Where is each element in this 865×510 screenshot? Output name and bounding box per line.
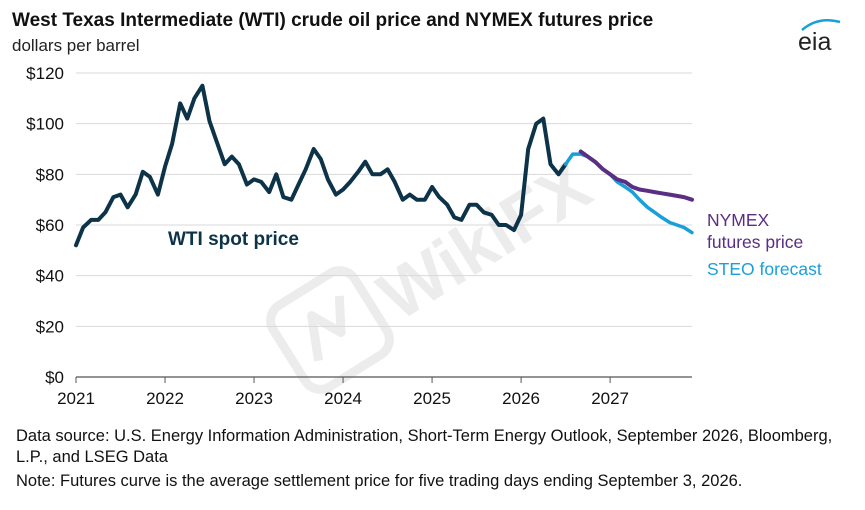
x-axis-ticks: 2021 2022 2023 2024 2025 2026 2027 [57, 377, 629, 408]
x-tick-label: 2026 [502, 389, 540, 408]
footer-source: Data source: U.S. Energy Information Adm… [16, 427, 833, 466]
line-chart: WikiFX $0$20$40$60$80$100$120 2021 2022 20… [26, 64, 822, 408]
footer-note: Note: Futures curve is the average settl… [16, 472, 743, 490]
watermark: WikiFX [266, 146, 604, 394]
chart-subtitle: dollars per barrel [12, 36, 140, 55]
x-tick-label: 2025 [413, 389, 451, 408]
eia-logo: eia [798, 19, 841, 54]
y-tick-label: $20 [36, 317, 64, 336]
x-tick-label: 2023 [235, 389, 273, 408]
wti-series-label: WTI spot price [168, 229, 299, 250]
chart-title: West Texas Intermediate (WTI) crude oil … [12, 10, 654, 31]
y-tick-label: $0 [45, 368, 64, 387]
y-tick-label: $60 [36, 216, 64, 235]
series-lines [74, 83, 694, 248]
wti-spot-line [74, 83, 568, 248]
y-tick-label: $80 [36, 165, 64, 184]
y-tick-label: $120 [26, 64, 64, 83]
x-tick-label: 2027 [591, 389, 629, 408]
nymex-series-label-line1: NYMEX [707, 210, 770, 230]
x-tick-label: 2024 [324, 389, 362, 408]
nymex-series-label-line2: futures price [707, 232, 803, 252]
watermark-group: WikiFX [266, 146, 604, 394]
nymex-futures-line [578, 149, 694, 202]
y-tick-label: $100 [26, 115, 64, 134]
grid-lines [76, 72, 692, 327]
y-tick-label: $40 [36, 267, 64, 286]
y-axis-ticks: $0 $20 $40 $60 $80 $100 $120 [26, 64, 64, 387]
watermark-emblem-mark [307, 295, 346, 362]
x-tick-label: 2021 [57, 389, 95, 408]
steo-series-label: STEO forecast [707, 259, 822, 279]
x-tick-label: 2022 [146, 389, 184, 408]
watermark-emblem [266, 266, 394, 394]
eia-logo-text: eia [798, 28, 831, 54]
eia-logo-swoosh [801, 19, 841, 31]
